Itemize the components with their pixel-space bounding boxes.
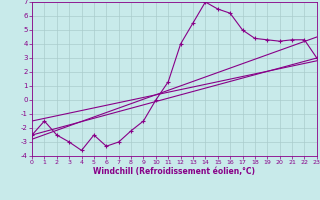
- X-axis label: Windchill (Refroidissement éolien,°C): Windchill (Refroidissement éolien,°C): [93, 167, 255, 176]
